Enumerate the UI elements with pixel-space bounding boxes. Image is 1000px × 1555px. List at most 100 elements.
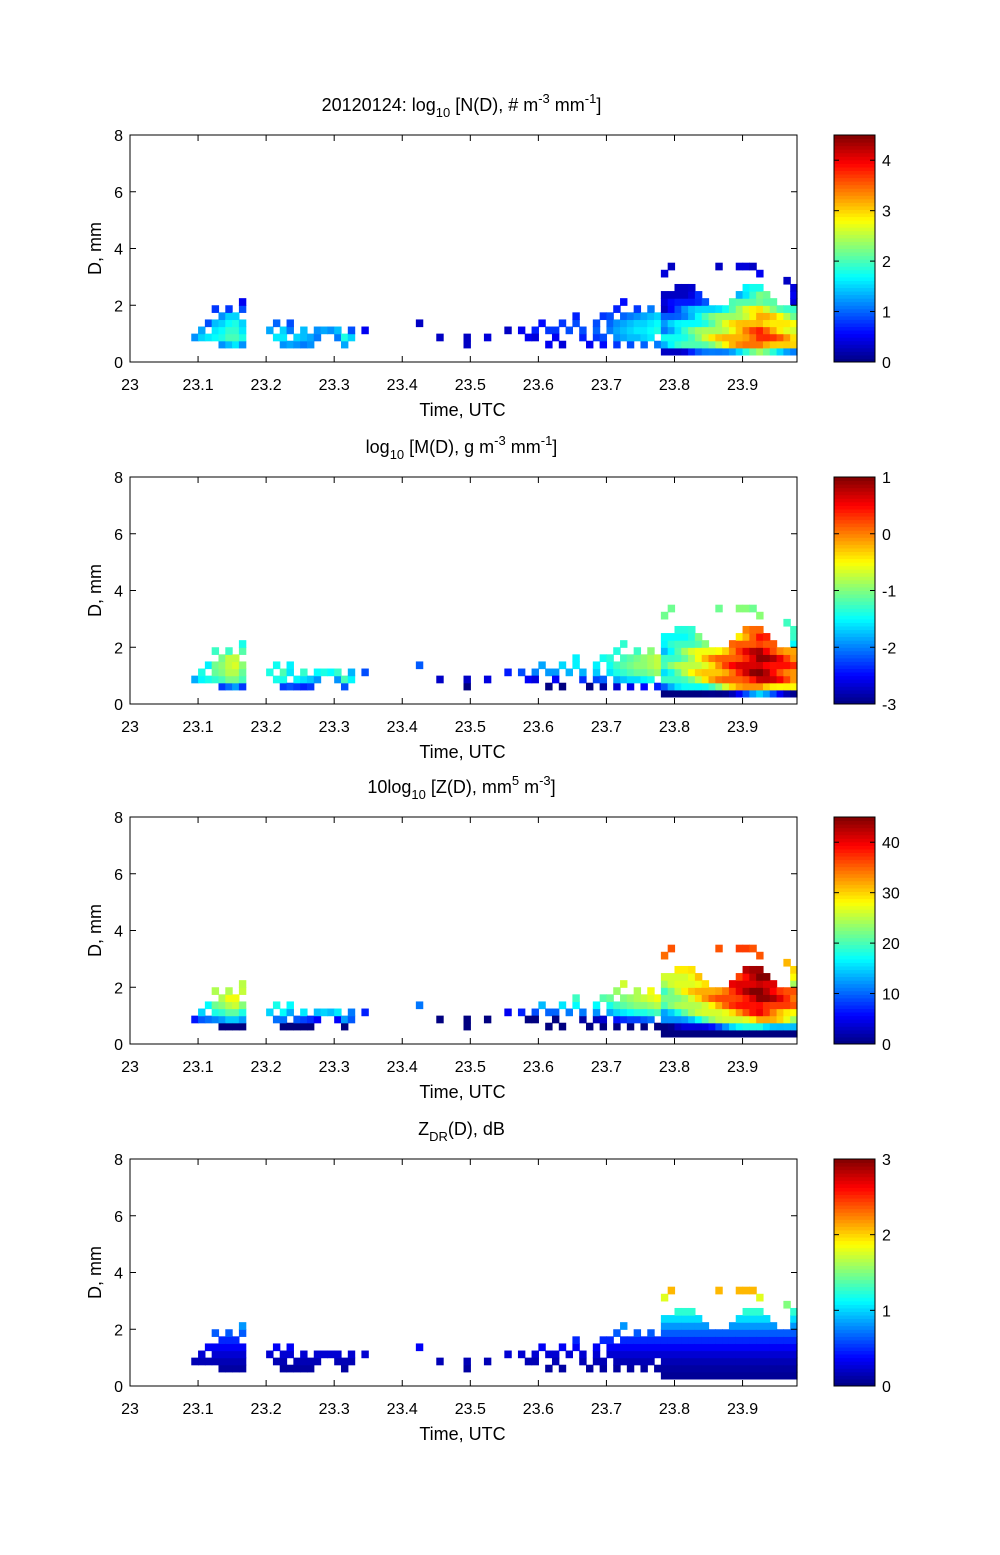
heatmap-cell bbox=[701, 312, 710, 321]
heatmap-cell bbox=[769, 668, 778, 677]
heatmap-cell bbox=[613, 333, 621, 342]
heatmap-cell bbox=[674, 1336, 682, 1345]
heatmap-cell bbox=[715, 1022, 723, 1031]
colorbar-swatch bbox=[834, 237, 875, 242]
heatmap-cell bbox=[681, 661, 689, 670]
heatmap-cell bbox=[735, 291, 744, 299]
heatmap-cell bbox=[762, 340, 771, 349]
heatmap-cell bbox=[211, 1015, 220, 1024]
heatmap-cell bbox=[735, 654, 744, 663]
heatmap-cell bbox=[735, 1008, 744, 1017]
heatmap-cell bbox=[688, 305, 696, 313]
heatmap-cell bbox=[674, 987, 682, 995]
heatmap-cell bbox=[688, 1015, 696, 1024]
heatmap-cell bbox=[225, 682, 233, 691]
heatmap-cell bbox=[722, 1357, 730, 1366]
heatmap-cell bbox=[565, 1008, 573, 1017]
heatmap-cell bbox=[688, 1357, 696, 1366]
heatmap-cell bbox=[538, 1343, 546, 1352]
y-tick-label: 4 bbox=[114, 1266, 123, 1283]
heatmap-cell bbox=[749, 1357, 757, 1366]
colorbar-swatch bbox=[834, 696, 875, 701]
colorbar-swatch bbox=[834, 941, 875, 946]
heatmap-cell bbox=[667, 298, 676, 306]
heatmap-cell bbox=[667, 291, 676, 299]
heatmap-cell bbox=[463, 333, 471, 342]
heatmap-cell bbox=[620, 1350, 628, 1359]
heatmap-cell bbox=[667, 994, 676, 1003]
colorbar-swatch bbox=[834, 1183, 875, 1188]
heatmap-cell bbox=[654, 1022, 662, 1031]
heatmap-cell bbox=[762, 1336, 771, 1345]
heatmap-cell bbox=[191, 1015, 199, 1024]
heatmap-cell bbox=[783, 1029, 791, 1038]
heatmap-cell bbox=[688, 987, 696, 995]
heatmap-cell bbox=[749, 973, 757, 981]
heatmap-cell bbox=[749, 1322, 757, 1330]
y-tick-label: 0 bbox=[114, 1037, 123, 1054]
heatmap-cell bbox=[728, 326, 737, 335]
heatmap-cell bbox=[279, 1364, 288, 1373]
heatmap-cell bbox=[783, 987, 791, 995]
heatmap-cell bbox=[728, 298, 737, 306]
heatmap-cell bbox=[742, 654, 750, 663]
heatmap-cell bbox=[722, 1336, 730, 1345]
colorbar-swatch bbox=[834, 590, 875, 595]
heatmap-cell bbox=[674, 1343, 682, 1352]
colorbar-tick-label: 0 bbox=[882, 1379, 891, 1396]
heatmap-cell bbox=[640, 319, 648, 328]
heatmap-cell bbox=[769, 661, 778, 670]
heatmap-cell bbox=[742, 1029, 750, 1038]
heatmap-cell bbox=[225, 1364, 233, 1373]
heatmap-cell bbox=[783, 312, 791, 321]
heatmap-cell bbox=[769, 1008, 778, 1017]
heatmap-cell bbox=[735, 994, 744, 1003]
heatmap-cell bbox=[531, 1357, 539, 1366]
colorbar-swatch bbox=[834, 1033, 875, 1038]
heatmap-cell bbox=[286, 1001, 294, 1010]
heatmap-cell bbox=[674, 973, 682, 981]
heatmap-cell bbox=[749, 283, 757, 292]
x-tick-label: 23.7 bbox=[591, 1059, 622, 1076]
heatmap-cell bbox=[708, 668, 716, 677]
heatmap-cell bbox=[347, 1357, 356, 1366]
heatmap-cell bbox=[681, 668, 689, 677]
heatmap-cell bbox=[694, 1029, 703, 1038]
colorbar-swatch bbox=[834, 895, 875, 900]
heatmap-cell bbox=[667, 1364, 676, 1373]
heatmap-cell bbox=[620, 654, 628, 663]
heatmap-cell bbox=[463, 1015, 471, 1024]
heatmap-cell bbox=[722, 689, 730, 698]
heatmap-cell bbox=[504, 1350, 512, 1359]
heatmap-cell bbox=[681, 675, 689, 684]
heatmap-cell bbox=[742, 1322, 750, 1330]
heatmap-cell bbox=[667, 682, 676, 691]
x-tick-label: 23.6 bbox=[523, 719, 554, 736]
colorbar-swatch bbox=[834, 615, 875, 620]
heatmap-cell bbox=[762, 987, 771, 995]
heatmap-cell bbox=[674, 689, 682, 698]
colorbar-swatch bbox=[834, 608, 875, 613]
colorbar-swatch bbox=[834, 1219, 875, 1224]
heatmap-cell bbox=[769, 987, 778, 995]
heatmap-cell bbox=[306, 1022, 315, 1031]
heatmap-cell bbox=[667, 668, 676, 677]
heatmap-cell bbox=[633, 1329, 642, 1337]
heatmap-cell bbox=[790, 633, 798, 641]
colorbar-swatch bbox=[834, 863, 875, 868]
x-tick-label: 23.9 bbox=[727, 1059, 758, 1076]
heatmap-cell bbox=[756, 1293, 764, 1302]
colorbar-swatch bbox=[834, 508, 875, 513]
heatmap-cell bbox=[742, 340, 750, 349]
colorbar-swatch bbox=[834, 547, 875, 552]
heatmap-cell bbox=[660, 951, 669, 960]
heatmap-cell bbox=[762, 326, 771, 335]
heatmap-cell bbox=[586, 1022, 594, 1031]
y-tick-label: 4 bbox=[114, 242, 123, 259]
heatmap-cell bbox=[238, 1022, 247, 1031]
heatmap-cell bbox=[613, 1008, 621, 1017]
heatmap-cell bbox=[463, 340, 471, 349]
heatmap-cell bbox=[749, 1350, 757, 1359]
colorbar-swatch bbox=[834, 902, 875, 907]
colorbar-swatch bbox=[834, 241, 875, 246]
